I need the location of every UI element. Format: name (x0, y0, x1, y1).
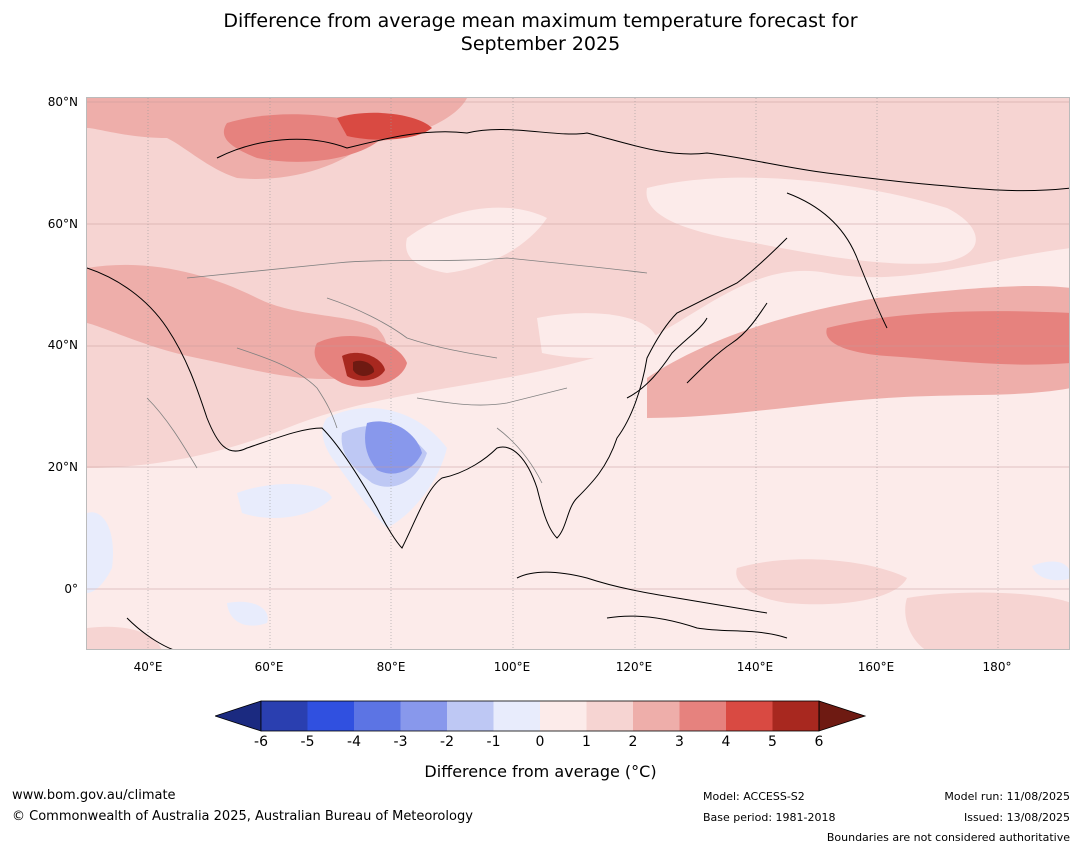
colorbar-tick: -3 (393, 734, 408, 750)
map-svg (87, 98, 1069, 649)
colorbar-tick: 3 (675, 734, 684, 750)
colorbar-bin-0 (540, 701, 587, 731)
colorbar-tick: 6 (814, 734, 824, 750)
lon-label-60e: 60°E (254, 660, 284, 674)
colorbar-bin-neg5 (307, 701, 354, 731)
colorbar-tick: 4 (721, 734, 731, 750)
coastlines (87, 128, 1069, 649)
colorbar-tick: -2 (440, 734, 454, 750)
title-line-2: September 2025 (460, 33, 621, 55)
anomaly-2-3-central-asia (87, 264, 387, 379)
lon-label-40e: 40°E (133, 660, 163, 674)
anomaly-6plus-tibet (353, 360, 375, 376)
colorbar-bin-neg3 (400, 701, 447, 731)
colorbar-bin-neg1 (493, 701, 540, 731)
anomaly-4-5-kara (337, 112, 432, 140)
anomaly-neg1-0-indian-ocean (227, 601, 268, 626)
lon-label-180: 180° (982, 660, 1012, 674)
anomaly-1-2-south-pacific (736, 559, 907, 605)
lon-label-120e: 120°E (615, 660, 653, 674)
lat-label-20n: 20°N (47, 460, 78, 474)
colorbar-label: Difference from average (°C) (424, 762, 657, 781)
anomaly-neg1-0-arabian-sea (237, 483, 332, 518)
longitude-gridlines (147, 98, 999, 649)
lon-label-160e: 160°E (857, 660, 895, 674)
colorbar-frame (260, 700, 820, 732)
model-run-text: Model run: 11/08/2025 (944, 790, 1070, 803)
colorbar-bin-2 (633, 701, 680, 731)
colorbar-arrow-high (818, 700, 867, 732)
colorbar-tick: -5 (300, 734, 315, 750)
anomaly-neg1-0-africa (87, 512, 113, 593)
issued-text: Issued: 13/08/2025 (963, 811, 1070, 824)
anomaly-0-1-east-siberia (646, 177, 976, 264)
lat-label-80n: 80°N (47, 95, 78, 109)
country-borders (146, 257, 648, 484)
colorbar-bin-neg2 (447, 701, 494, 731)
title-line-1: Difference from average mean maximum tem… (223, 10, 858, 32)
website-link[interactable]: www.bom.gov.au/climate (12, 788, 176, 803)
colorbar-bin-neg4 (354, 701, 401, 731)
colorbar-tick: 2 (628, 734, 638, 750)
lat-label-60n: 60°N (47, 217, 78, 231)
colorbar-tick: 1 (582, 734, 591, 750)
anomaly-0-1-china (537, 313, 657, 358)
colorbar-bin-3 (679, 701, 726, 731)
anomaly-1-2-southeast (905, 592, 1069, 649)
colorbar-bin-4 (726, 701, 773, 731)
colorbar-arrow-low (215, 700, 262, 732)
lon-label-100e: 100°E (493, 660, 531, 674)
colorbar-tick: -6 (254, 734, 268, 750)
colorbar-bin-1 (586, 701, 633, 731)
lon-label-140e: 140°E (736, 660, 774, 674)
anomaly-neg3-2-india (365, 421, 422, 474)
colorbar (215, 700, 867, 732)
colorbar-tick: -1 (486, 734, 501, 750)
lat-label-40n: 40°N (47, 338, 78, 352)
lat-label-0: 0° (64, 582, 78, 596)
anomaly-1-2-southwest (87, 626, 162, 649)
colorbar-tick: 5 (768, 734, 777, 750)
anomaly-neg1-0-pacific (1032, 561, 1069, 581)
anomaly-3-4-pacific-core (947, 317, 1062, 353)
colorbar-bin-5 (772, 701, 819, 731)
disclaimer-text: Boundaries are not considered authoritat… (826, 831, 1070, 844)
colorbar-bin-neg6 (261, 701, 308, 731)
model-text: Model: ACCESS-S2 (703, 790, 805, 803)
copyright-text: © Commonwealth of Australia 2025, Austra… (12, 809, 473, 824)
forecast-map (86, 97, 1070, 650)
latitude-gridlines (87, 101, 1069, 590)
chart-title: Difference from average mean maximum tem… (0, 10, 1081, 56)
base-period-text: Base period: 1981-2018 (703, 811, 836, 824)
colorbar-tick: 0 (535, 734, 545, 750)
colorbar-tick: -4 (347, 734, 361, 750)
lon-label-80e: 80°E (376, 660, 406, 674)
